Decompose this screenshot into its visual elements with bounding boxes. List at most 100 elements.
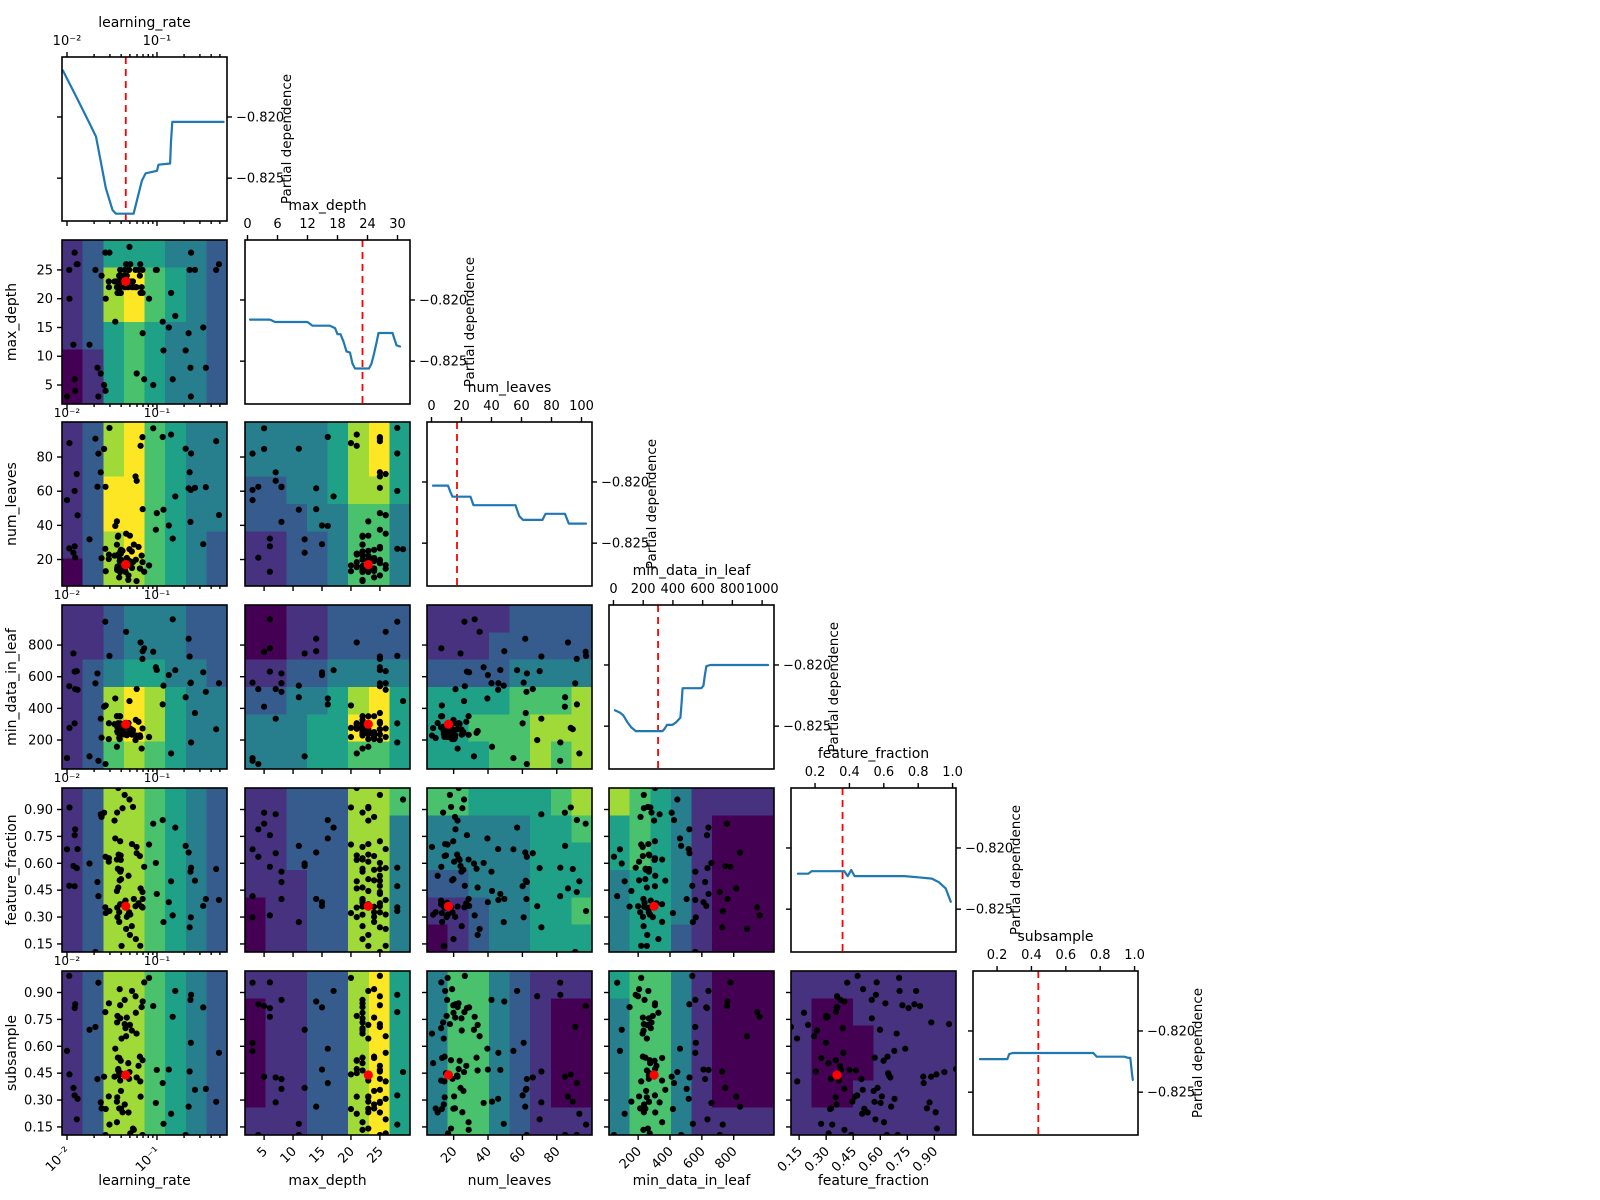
contour-band	[550, 998, 572, 1027]
contour-band	[286, 1107, 308, 1135]
sample-point	[71, 1092, 78, 1099]
sample-point	[891, 1047, 898, 1054]
contour-band	[368, 632, 390, 661]
sample-point	[150, 425, 157, 432]
contour-band	[550, 897, 572, 926]
sample-point	[365, 887, 372, 895]
sample-point	[822, 1039, 830, 1046]
sample-point	[73, 668, 80, 675]
sample-point	[133, 370, 140, 377]
contour-band	[488, 605, 511, 633]
contour-layer	[62, 240, 227, 404]
sample-point	[102, 904, 109, 911]
sample-point	[152, 859, 159, 867]
sample-point	[692, 996, 699, 1003]
sample-point	[394, 907, 401, 915]
sample-point	[674, 796, 681, 803]
sample-point	[365, 547, 372, 554]
contour-band	[82, 815, 104, 844]
sample-point	[266, 568, 273, 575]
diag-top-tick-label: 0.6	[1055, 948, 1076, 963]
sample-point	[538, 715, 545, 722]
contour-band	[103, 376, 125, 404]
sample-point	[365, 942, 372, 950]
sample-point	[705, 890, 712, 898]
contour-band	[712, 924, 734, 952]
sample-point	[63, 393, 71, 400]
sample-point	[365, 532, 372, 539]
pd-axis-title: Partial dependence	[644, 439, 660, 569]
sample-point	[106, 249, 113, 256]
sample-point	[138, 552, 145, 559]
sample-point	[658, 1077, 666, 1084]
sample-point	[72, 387, 79, 394]
sample-point	[438, 909, 445, 917]
sample-point	[117, 713, 124, 720]
sample-point	[353, 852, 360, 859]
sample-point	[471, 912, 478, 919]
sample-point	[645, 987, 652, 995]
sample-point	[920, 1079, 927, 1087]
sample-point	[359, 541, 366, 548]
sample-point	[459, 1109, 466, 1116]
sample-point	[66, 295, 73, 302]
diag-top-tick-label: 0	[243, 217, 251, 232]
contour-band	[509, 998, 531, 1027]
sample-point	[455, 1065, 462, 1073]
sample-point	[669, 1105, 677, 1113]
sample-point	[723, 1002, 731, 1010]
contour-band	[306, 605, 329, 633]
sample-point	[138, 284, 145, 291]
sample-point	[659, 856, 666, 863]
sample-point	[278, 688, 285, 695]
sample-point	[324, 433, 331, 441]
sample-point	[920, 1073, 927, 1080]
sample-point	[313, 485, 320, 492]
diagonal-pd-subsample: 0.2 0.4 0.6 0.8 1.0subsample−0.820−0.825Part…	[968, 929, 1206, 1136]
sample-point	[719, 1121, 726, 1128]
plot-background	[427, 422, 592, 586]
sample-point	[272, 715, 279, 722]
contour-band	[791, 1025, 813, 1054]
contour-band	[165, 632, 187, 661]
sample-point	[353, 856, 360, 864]
sample-point	[434, 1109, 441, 1116]
sample-point	[167, 750, 175, 757]
best-point-marker	[121, 901, 131, 911]
contour-band	[712, 1025, 734, 1054]
sample-point	[202, 484, 209, 491]
sample-point	[933, 1125, 941, 1132]
sample-point	[86, 341, 93, 348]
sample-point	[330, 987, 337, 995]
contour-band	[265, 897, 287, 926]
contour-band	[144, 267, 166, 296]
contour-band	[488, 998, 511, 1027]
sample-point	[640, 791, 647, 799]
sample-point	[113, 743, 120, 750]
sample-point	[301, 862, 308, 870]
sample-point	[626, 1004, 633, 1011]
sample-point	[249, 1039, 256, 1046]
sample-point	[868, 1015, 875, 1022]
sample-point	[115, 278, 122, 285]
sample-point	[582, 652, 590, 660]
inter-row-log-tick-label: 10⁻²	[54, 954, 81, 968]
sample-point	[127, 1130, 134, 1135]
sample-point	[330, 667, 337, 674]
sample-point	[634, 903, 642, 910]
sample-point	[359, 996, 366, 1003]
best-point-marker	[363, 719, 373, 729]
sample-point	[215, 511, 223, 519]
contour-band	[62, 349, 84, 378]
contour-band	[488, 971, 511, 999]
sample-point	[376, 545, 383, 552]
sample-point	[723, 820, 731, 827]
contour-band	[144, 842, 166, 871]
sample-point	[255, 686, 262, 693]
sample-point	[191, 266, 199, 274]
sample-point	[564, 639, 572, 646]
contour-band	[609, 788, 631, 816]
contour-band	[389, 842, 410, 871]
contour-band	[530, 1080, 552, 1109]
